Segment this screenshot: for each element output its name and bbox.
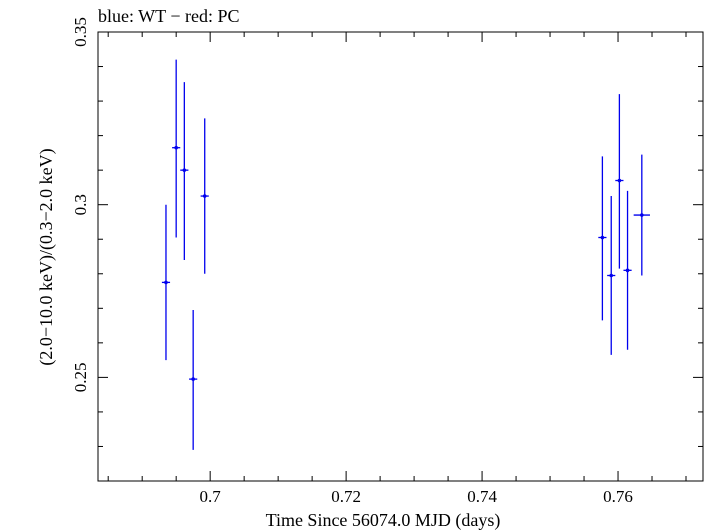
x-tick-label: 0.76	[603, 487, 633, 506]
y-axis-label: (2.0−10.0 keV)/(0.3−2.0 keV)	[36, 148, 57, 365]
point-marker	[174, 145, 178, 150]
point-marker	[182, 168, 187, 172]
data-point	[633, 154, 650, 276]
x-axis: 0.7 0.72 0.74 0.76	[107, 32, 687, 506]
point-marker	[600, 235, 605, 240]
data-point	[161, 204, 171, 361]
data-point	[607, 196, 616, 355]
data-point	[623, 190, 632, 350]
point-marker	[609, 273, 614, 278]
data-point	[200, 118, 209, 274]
point-marker	[617, 178, 622, 183]
y-tick-label: 0.3	[71, 194, 90, 215]
x-tick-label: 0.72	[331, 487, 361, 506]
point-marker	[625, 268, 630, 273]
data-points	[161, 59, 650, 450]
point-marker	[640, 213, 644, 217]
data-point	[615, 94, 624, 269]
y-axis: 0.25 0.3 0.35	[71, 17, 703, 482]
data-point	[189, 310, 198, 450]
x-axis-label: Time Since 56074.0 MJD (days)	[266, 510, 501, 531]
y-tick-label: 0.25	[71, 363, 90, 393]
y-tick-label: 0.35	[71, 17, 90, 47]
data-point	[598, 156, 607, 321]
x-tick-label: 0.74	[467, 487, 497, 506]
data-point	[172, 59, 181, 238]
plot-frame	[97, 31, 704, 482]
point-marker	[191, 377, 195, 381]
point-marker	[164, 280, 168, 285]
chart-title: blue: WT − red: PC	[98, 6, 239, 26]
data-point	[180, 82, 189, 260]
point-marker	[202, 194, 207, 198]
x-tick-label: 0.7	[200, 487, 222, 506]
